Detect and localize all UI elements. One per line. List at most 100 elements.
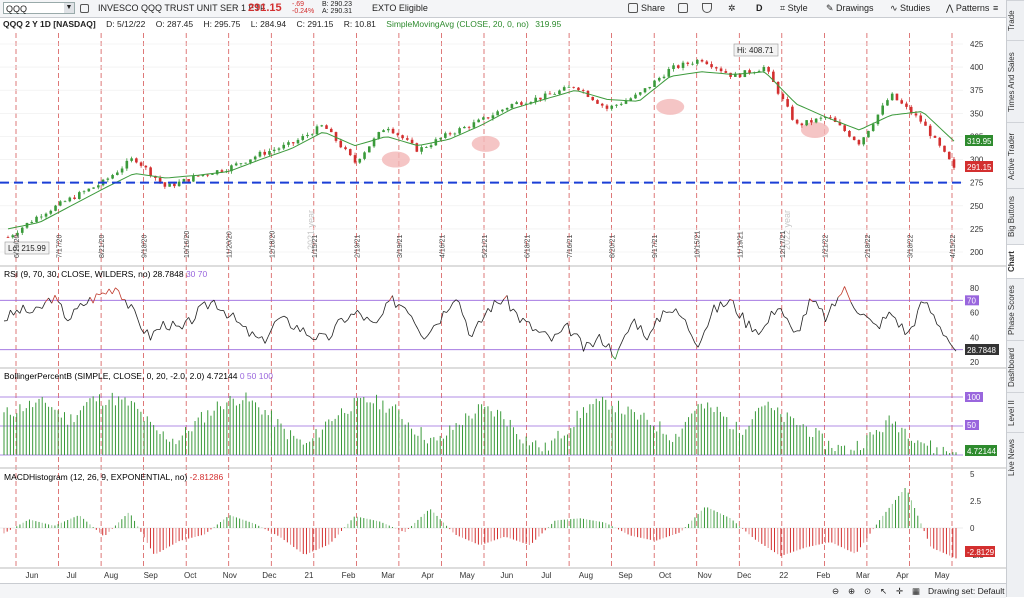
pencil-icon: ✎ bbox=[826, 3, 836, 13]
sidebar-tab-dashboard[interactable]: Dashboard bbox=[1007, 340, 1024, 393]
flask-button[interactable] bbox=[702, 2, 715, 15]
candle-body bbox=[259, 152, 262, 157]
rsi-segment bbox=[689, 330, 692, 336]
cursor-icon[interactable]: ↖ bbox=[880, 586, 887, 597]
rsi-segment bbox=[192, 319, 195, 324]
time-axis-label: Aug bbox=[104, 571, 118, 580]
drawing-set-icon[interactable]: ▦ bbox=[912, 586, 920, 597]
candle-body bbox=[406, 138, 409, 140]
rsi-segment bbox=[154, 330, 157, 332]
gear-icon: ✲ bbox=[728, 3, 736, 13]
rsi-segment bbox=[634, 319, 637, 330]
candle-body bbox=[311, 134, 314, 135]
time-axis-label: Oct bbox=[184, 571, 197, 580]
rsi-segment bbox=[294, 325, 297, 329]
reset-icon[interactable]: ⊙ bbox=[864, 586, 871, 597]
sidebar-tab-phase-scores[interactable]: Phase Scores bbox=[1007, 278, 1024, 341]
rsi-segment bbox=[673, 309, 676, 313]
rsi-segment bbox=[392, 296, 395, 308]
macd-tick: 2.5 bbox=[970, 497, 982, 506]
rsi-segment bbox=[217, 309, 220, 310]
sidebar-tab-trade[interactable]: Trade bbox=[1007, 0, 1024, 41]
rsi-segment bbox=[415, 323, 418, 329]
candle-body bbox=[582, 90, 585, 91]
candle-body bbox=[397, 133, 400, 135]
candle-body bbox=[273, 150, 276, 151]
bb-50-badge-text: 50 bbox=[967, 421, 976, 430]
chart-area[interactable]: 2021 year 2022 year Hi: 408.71 Lo: 215.9… bbox=[0, 31, 1006, 583]
rsi-segment bbox=[421, 336, 424, 340]
rsi-segment bbox=[510, 309, 513, 311]
rsi-segment bbox=[612, 355, 615, 359]
studies-button[interactable]: ∿ Studies bbox=[890, 2, 930, 15]
time-axis-label: 21 bbox=[305, 571, 314, 580]
drawing-set-label[interactable]: Drawing set: Default bbox=[928, 586, 1005, 596]
share-button[interactable]: Share bbox=[628, 2, 665, 15]
rsi-segment bbox=[940, 327, 943, 336]
rsi-segment bbox=[475, 321, 478, 328]
candle-body bbox=[173, 184, 176, 186]
style-button[interactable]: ⌗ Style bbox=[780, 2, 808, 15]
candle-body bbox=[254, 157, 257, 160]
candle-body bbox=[558, 91, 561, 94]
rsi-segment bbox=[437, 324, 440, 325]
timeframe-button[interactable]: D bbox=[756, 2, 763, 15]
rsi-segment bbox=[638, 325, 641, 329]
rsi-segment bbox=[701, 331, 704, 340]
rsi-segment bbox=[692, 336, 695, 343]
candle-body bbox=[216, 170, 219, 174]
rsi-segment bbox=[902, 324, 905, 335]
rsi-segment bbox=[784, 317, 787, 319]
rsi-segment bbox=[841, 286, 844, 294]
zoom-in-icon[interactable]: ⊕ bbox=[848, 586, 855, 597]
sidebar-tab-big-buttons[interactable]: Big Buttons bbox=[1007, 188, 1024, 245]
rsi-segment bbox=[17, 310, 20, 313]
sidebar-tab-chart[interactable]: Chart bbox=[1007, 244, 1024, 279]
settings-button[interactable]: ✲ bbox=[728, 2, 736, 15]
rsi-segment bbox=[396, 304, 399, 307]
candle-body bbox=[815, 119, 818, 123]
candle-body bbox=[206, 175, 209, 176]
rsi-segment bbox=[386, 301, 389, 303]
date-label: 6/19/20 bbox=[14, 235, 21, 258]
save-chart-button[interactable] bbox=[678, 2, 691, 15]
menu-icon[interactable]: ≡ bbox=[993, 2, 998, 15]
candle-body bbox=[867, 131, 870, 137]
sidebar-tab-active-trader[interactable]: Active Trader bbox=[1007, 122, 1024, 189]
sidebar-tab-live-news[interactable]: Live News bbox=[1007, 432, 1024, 483]
patterns-button[interactable]: ⋀ Patterns bbox=[946, 2, 989, 15]
sidebar-tab-level-ii[interactable]: Level II bbox=[1007, 392, 1024, 433]
candle-body bbox=[458, 128, 461, 133]
rsi-segment bbox=[208, 302, 211, 309]
candle-body bbox=[168, 184, 171, 187]
price-tick: 400 bbox=[970, 63, 984, 72]
rsi-segment bbox=[711, 305, 714, 316]
symbol-description: INVESCO QQQ TRUST UNIT SER 1 ETF bbox=[98, 2, 266, 15]
candle-body bbox=[183, 179, 186, 182]
rsi-segment bbox=[819, 309, 822, 310]
rsi-segment bbox=[507, 295, 510, 311]
link-icon[interactable] bbox=[80, 2, 92, 15]
rsi-segment bbox=[908, 327, 911, 332]
rsi-segment bbox=[558, 332, 561, 334]
sidebar-tab-times-and-sales[interactable]: Times And Sales bbox=[1007, 40, 1024, 123]
rsi-segment bbox=[676, 309, 679, 315]
lo-callout: Lo: 215.99 bbox=[5, 242, 49, 254]
rsi-segment bbox=[615, 349, 618, 359]
zoom-out-icon[interactable]: ⊖ bbox=[832, 586, 839, 597]
crosshair-icon[interactable]: ✛ bbox=[896, 586, 903, 597]
drawings-button[interactable]: ✎ Drawings bbox=[826, 2, 874, 15]
symbol-input[interactable]: QQQ▼ bbox=[3, 2, 75, 14]
rsi-segment bbox=[835, 297, 838, 306]
rsi-segment bbox=[402, 306, 405, 308]
rsi-segment bbox=[84, 304, 87, 306]
candle-body bbox=[549, 94, 552, 95]
rsi-segment bbox=[166, 329, 169, 330]
rsi-segment bbox=[173, 321, 176, 326]
time-axis-label: Oct bbox=[659, 571, 672, 580]
rsi-segment bbox=[781, 309, 784, 317]
candle-body bbox=[496, 111, 499, 115]
chevron-down-icon[interactable]: ▼ bbox=[64, 3, 74, 13]
